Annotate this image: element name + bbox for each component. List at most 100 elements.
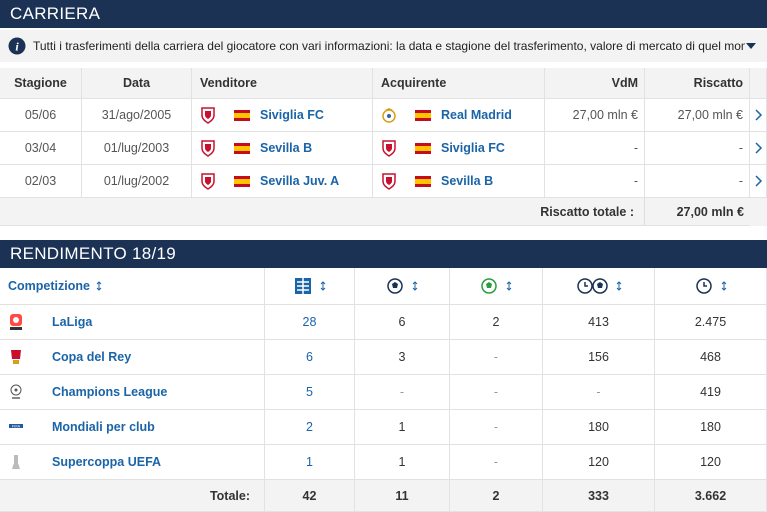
stat-header[interactable] [655,268,767,305]
club-name[interactable]: Real Madrid [441,108,512,122]
competition-name[interactable]: Supercoppa UEFA [52,455,162,469]
section-title: CARRIERA [0,0,767,28]
value-cell: - [645,132,750,165]
appearances[interactable]: 2 [265,410,355,445]
competition-name[interactable]: Copa del Rey [52,350,132,364]
column-header: Riscatto [645,68,750,99]
sort-icon [96,281,102,291]
club-name[interactable]: Siviglia FC [441,141,505,155]
competition-cell: LaLiga [0,305,265,340]
competition-cell: Supercoppa UEFA [0,445,265,480]
chevron [754,109,763,121]
stat-value: 120 [655,445,767,480]
total-row [0,198,767,226]
appearances[interactable]: 5 [265,375,355,410]
stat-value: 180 [655,410,767,445]
info-text: Tutti i trasferimenti della carriera del… [33,39,745,53]
competition-logo [8,383,24,401]
club-crest [381,172,397,190]
info-bar: i Tutti i trasferimenti della carriera de… [0,30,767,62]
competition-name[interactable]: LaLiga [52,315,93,329]
stat-value: 2.475 [655,305,767,340]
competition-logo [8,348,24,366]
stat-value: 1 [355,410,450,445]
competition-logo: FIFA [8,418,24,436]
column-header: Competizione [0,268,265,305]
column-header-text[interactable]: Competizione [8,279,90,293]
club-name[interactable]: Sevilla Juv. A [260,174,340,188]
total-label: Totale: [0,480,265,512]
svg-text:i: i [15,40,19,54]
chevron [754,175,763,187]
competition-cell: Copa del Rey [0,340,265,375]
stat-value: 3 [355,340,450,375]
stat-icon [695,277,713,295]
competition-name[interactable]: Mondiali per club [52,420,155,434]
stat-icon [386,277,404,295]
column-header: Data [82,68,192,99]
competition-cell: Champions League [0,375,265,410]
cell-text: 02/03 [0,165,82,198]
info-icon: i [8,37,26,55]
svg-text:FIFA: FIFA [12,424,21,429]
competition-name[interactable]: Champions League [52,385,168,399]
club-name[interactable]: Sevilla B [441,174,494,188]
value-cell: 27,00 mln € [645,99,750,132]
buyer-cell: Sevilla B [373,165,545,198]
flag [415,109,431,121]
total-value: 3.662 [655,480,767,512]
club-crest [200,106,216,124]
stat-icon [576,277,608,295]
column-header: Venditore [192,68,373,99]
total-value: 2 [450,480,543,512]
club-crest [381,139,397,157]
stat-icon [294,277,312,295]
stat-header[interactable] [265,268,355,305]
stat-value: - [355,375,450,410]
competition-cell: FIFA Mondiali per club [0,410,265,445]
total-value: 333 [543,480,655,512]
stat-value: - [450,410,543,445]
club-name[interactable]: Sevilla B [260,141,313,155]
row-arrow[interactable] [750,99,767,132]
buyer-cell: Real Madrid [373,99,545,132]
stat-header[interactable] [355,268,450,305]
total-label: Riscatto totale : [0,198,645,226]
sort-icon [721,281,727,291]
stat-header[interactable] [450,268,543,305]
stat-value: 419 [655,375,767,410]
value-cell: 27,00 mln € [545,99,645,132]
total-value: 11 [355,480,450,512]
appearances[interactable]: 1 [265,445,355,480]
cell-text: 03/04 [0,132,82,165]
seller-cell: Sevilla B [192,132,373,165]
stat-header[interactable] [543,268,655,305]
stat-value: 468 [655,340,767,375]
section-title: RENDIMENTO 18/19 [0,240,767,268]
appearances[interactable]: 6 [265,340,355,375]
stat-value: - [543,375,655,410]
sort-icon [412,281,418,291]
sort-icon [320,281,326,291]
club-crest [200,139,216,157]
stat-value: 1 [355,445,450,480]
row-arrow[interactable] [750,165,767,198]
club-name[interactable]: Siviglia FC [260,108,324,122]
flag [415,175,431,187]
appearances[interactable]: 28 [265,305,355,340]
stat-value: 413 [543,305,655,340]
total-value: 42 [265,480,355,512]
sort-icon [616,281,622,291]
stat-value: 156 [543,340,655,375]
club-crest [381,107,397,124]
row-arrow[interactable] [750,132,767,165]
stat-value: 6 [355,305,450,340]
stat-value: 120 [543,445,655,480]
seller-cell: Siviglia FC [192,99,373,132]
value-cell: - [545,132,645,165]
stat-value: 2 [450,305,543,340]
cell-text: 01/lug/2002 [82,165,192,198]
column-header: Stagione [0,68,82,99]
expand-icon[interactable] [745,40,757,52]
